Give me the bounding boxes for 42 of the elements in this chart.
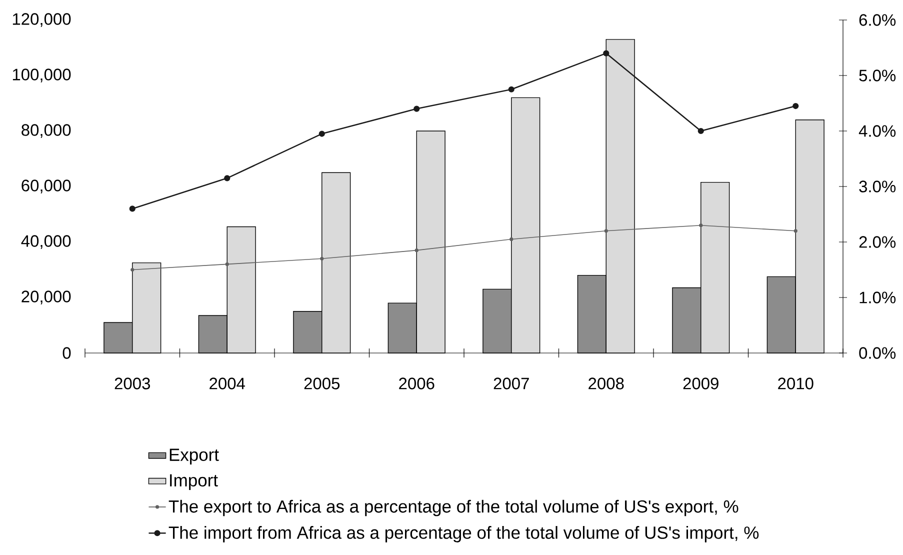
y-tick-label: 80,000 — [22, 124, 71, 138]
y2-tick-label: 3.0% — [859, 180, 896, 192]
point — [794, 229, 798, 233]
y-tick-label: 0 — [62, 347, 71, 359]
y2-tick-label: 6.0% — [859, 14, 896, 26]
y-tick-label: 20,000 — [22, 290, 71, 304]
legend-label: The import from Africa as a percentage of the total volume of US's import, % — [168, 526, 759, 542]
x-tick-label: 2006 — [399, 378, 434, 390]
y2-tick-label: 1.0% — [860, 292, 896, 304]
point — [508, 86, 514, 92]
point — [414, 106, 420, 112]
point — [225, 262, 229, 266]
y2-tick-label: 0.0% — [859, 347, 896, 359]
y2-tick-label: 5.0% — [859, 70, 896, 82]
point — [414, 248, 418, 252]
x-tick-label: 2004 — [210, 378, 245, 390]
point — [698, 128, 704, 134]
point — [130, 268, 134, 272]
x-tick-label: 2008 — [588, 378, 624, 390]
point — [320, 256, 324, 260]
y2-tick-label: 2.0% — [859, 236, 896, 248]
point — [224, 175, 230, 182]
point — [604, 229, 608, 233]
point — [129, 206, 136, 212]
point — [792, 102, 799, 110]
point — [510, 237, 514, 242]
legend-label: The export to Africa as a percentage of the total volume of US's export, % — [168, 500, 738, 516]
point — [699, 224, 703, 228]
x-tick-label: 2003 — [114, 378, 150, 390]
legend-label: Import — [170, 474, 218, 490]
point — [318, 130, 325, 137]
y-tick-label: 100,000 — [12, 68, 71, 82]
x-tick-label: 2010 — [778, 378, 814, 390]
legend-label: Export — [170, 448, 219, 464]
y2-tick-label: 4.0% — [858, 125, 896, 137]
y-tick-label: 40,000 — [21, 235, 71, 249]
x-tick-label: 2009 — [683, 378, 718, 390]
x-tick-label: 2005 — [304, 378, 340, 390]
y-tick-label: 60,000 — [22, 180, 71, 194]
x-tick-label: 2007 — [494, 378, 529, 390]
y-tick-label: 120,000 — [12, 13, 71, 27]
point — [603, 50, 610, 56]
